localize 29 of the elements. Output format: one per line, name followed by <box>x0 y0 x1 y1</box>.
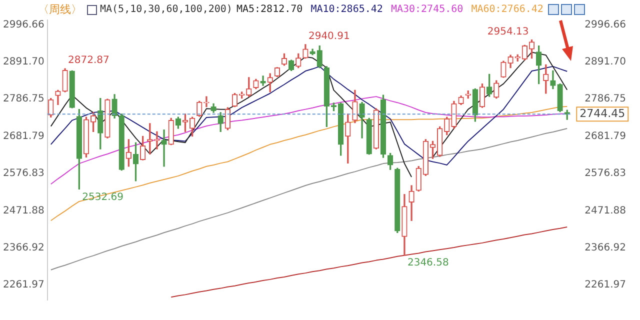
candlestick <box>161 130 167 167</box>
y2-tick-label: 2891.70 <box>584 56 626 68</box>
y-tick-label: 2681.79 <box>2 130 44 142</box>
annotation: 2872.87 <box>68 55 110 66</box>
candlestick <box>154 131 160 150</box>
y2-tick-label: 2681.79 <box>584 130 626 142</box>
text: MA10:2865.42 <box>310 4 383 15</box>
y-tick-label: 2996.66 <box>2 19 44 30</box>
text: MA30:2745.60 <box>390 4 464 15</box>
y2-tick-label: 2786.75 <box>584 94 626 105</box>
y2-tick-label: 2261.97 <box>584 280 626 291</box>
y-tick-label: 2471.88 <box>2 205 44 216</box>
y-tick-label: 2786.75 <box>2 94 44 105</box>
chart-subtitle: MA(5,10,30,60,100,200) <box>100 4 232 15</box>
y-tick-label: 2261.97 <box>2 280 44 291</box>
annotation: 2954.13 <box>487 26 529 38</box>
y2-tick-label: 2576.83 <box>584 168 626 180</box>
y-tick-label: 2891.70 <box>2 56 44 68</box>
chart-title: 〈周线〉 <box>38 2 82 17</box>
ref-line-label: 2744.45 <box>580 106 626 120</box>
y2-tick-label: 2366.92 <box>584 242 626 254</box>
y-tick-label: 2576.83 <box>2 168 44 180</box>
y2-tick-label: 2996.66 <box>584 19 626 30</box>
text: MA60:2766.42 <box>471 4 544 15</box>
y-tick-label: 2366.92 <box>2 242 44 254</box>
text: MA5:2812.70 <box>236 4 303 15</box>
y2-tick-label: 2471.88 <box>584 205 626 216</box>
annotation: 2346.58 <box>407 258 449 269</box>
annotation: 2940.91 <box>308 31 350 42</box>
